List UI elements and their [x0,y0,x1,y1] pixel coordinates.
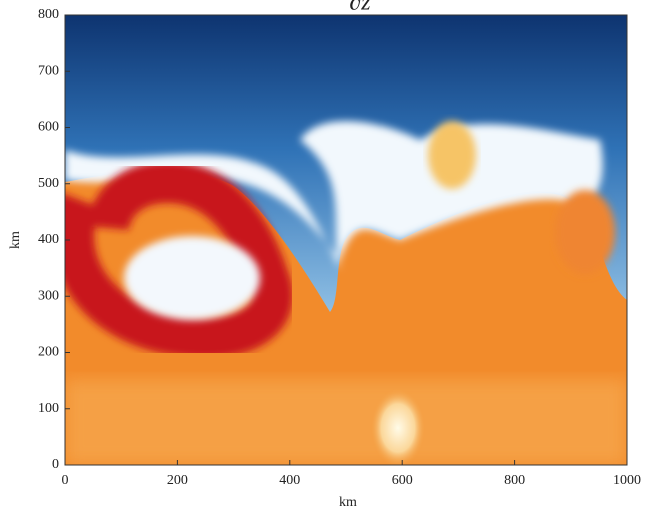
x-tick-label: 200 [167,473,188,488]
field-light-band [65,380,627,465]
y-axis-label: km [8,231,23,249]
x-tick-label: 400 [279,473,300,488]
x-axis-label: km [339,495,357,510]
y-tick-label: 400 [38,232,59,247]
x-tick-label: 600 [392,473,413,488]
y-tick-label: 200 [38,345,59,360]
field-white-eddy [124,236,260,320]
field [65,15,627,465]
field-orange-eddy [555,190,615,274]
x-tick-label: 0 [62,473,69,488]
field-glow [370,388,426,465]
field-yellow-eddy [428,121,476,189]
y-tick-label: 600 [38,120,59,135]
x-tick-label: 1000 [613,473,641,488]
field-red-swirl [65,160,293,359]
y-tick-label: 800 [38,7,59,22]
x-tick-label: 800 [504,473,525,488]
y-tick-label: 500 [38,176,59,191]
y-tick-label: 0 [52,457,59,472]
chart-title: ∂z [349,0,371,16]
y-tick-label: 100 [38,401,59,416]
y-tick-label: 700 [38,63,59,78]
y-tick-label: 300 [38,288,59,303]
